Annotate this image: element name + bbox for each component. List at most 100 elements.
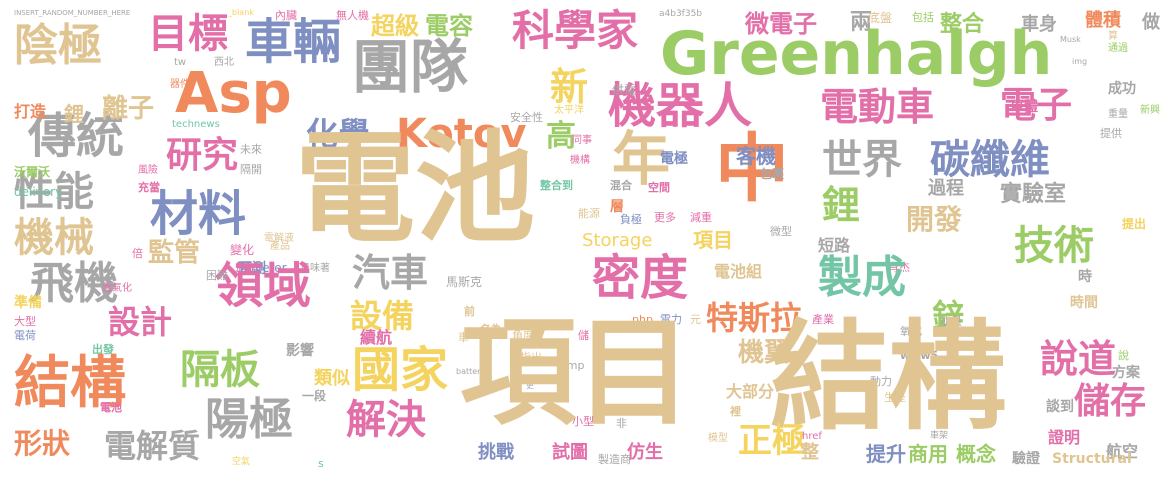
word: 體積 <box>1085 10 1121 31</box>
word: 電極 <box>660 151 688 167</box>
word: 減重 <box>690 211 712 224</box>
word: 密度 <box>592 250 689 306</box>
word: 電荷 <box>14 329 36 342</box>
word: 中 <box>715 126 789 212</box>
word: 團隊 <box>352 33 469 101</box>
word: 電氣化 <box>102 283 132 294</box>
word: 做 <box>1139 12 1160 30</box>
word: 機構 <box>570 155 590 166</box>
word: 提出 <box>1122 217 1147 231</box>
word: 機翼 <box>738 338 791 368</box>
word: 通過 <box>1108 43 1128 54</box>
word: 機械 <box>14 215 94 261</box>
word: 脂肪 <box>236 261 258 274</box>
word: 大型 <box>14 315 36 328</box>
word: 離子 <box>102 94 155 124</box>
word: 提供 <box>1100 127 1122 140</box>
word: technews <box>172 119 220 130</box>
word: 未來 <box>240 143 262 156</box>
word: 氧化 <box>900 325 922 338</box>
word: href <box>802 431 822 442</box>
word: 科學家 <box>512 6 639 55</box>
word: 能源 <box>578 207 600 220</box>
word: 整合到 <box>540 179 573 192</box>
word: Sorcerer <box>236 261 287 275</box>
word: 鋰 <box>822 183 861 227</box>
word: 困難 <box>206 269 228 282</box>
word: 電池組 <box>714 262 763 281</box>
word: 設備 <box>350 297 415 335</box>
word: 監管 <box>148 238 201 268</box>
word: 儲 <box>578 329 589 342</box>
word: 目標 <box>148 11 228 57</box>
word: 西北 <box>214 57 234 68</box>
word: 電池 <box>100 401 122 414</box>
word: 重量 <box>1108 109 1128 120</box>
word: 大部分 <box>726 382 775 401</box>
word: 電容 <box>425 12 473 40</box>
word: 同事 <box>572 135 592 146</box>
word: php <box>632 313 653 326</box>
word: 製成 <box>818 252 906 303</box>
word: 機器人 <box>608 78 753 134</box>
word: 驗證 <box>1012 451 1040 467</box>
word: 內臟 <box>275 9 297 22</box>
word: 意味著 <box>300 263 330 274</box>
word: 結構 <box>770 308 1007 446</box>
word: 鋅 <box>932 297 965 335</box>
word: 國家 <box>352 342 449 398</box>
word: 電解液 <box>264 233 294 244</box>
word: 電力 <box>660 313 682 326</box>
word: 更 <box>526 381 534 390</box>
word: 名為 <box>480 323 502 336</box>
word: _blank <box>228 8 254 17</box>
word: 客機 <box>736 144 776 168</box>
word: 超級 <box>371 12 419 40</box>
word: 安全性 <box>510 111 543 124</box>
word: Asp <box>175 61 292 126</box>
word: 隔開 <box>240 163 262 176</box>
word: 預測 <box>238 261 266 277</box>
word: 製造商 <box>598 453 631 466</box>
word: 更多 <box>654 211 676 224</box>
word: 商用 <box>908 442 948 466</box>
word: 器件 <box>170 79 190 90</box>
word: 包括 <box>912 11 934 24</box>
word: 結構 <box>14 351 126 416</box>
word: 挑戰 <box>478 442 514 463</box>
word: 模型 <box>708 433 728 444</box>
word: 化學 <box>306 115 371 153</box>
word: 準備 <box>14 295 42 311</box>
word: 包裹 <box>760 167 785 181</box>
word: 實驗室 <box>1000 182 1067 207</box>
word: 角度 <box>512 329 534 342</box>
word: 說 <box>1118 349 1129 362</box>
word: delivery <box>14 185 63 199</box>
word: 開發 <box>906 203 963 236</box>
word: 前 <box>464 305 475 318</box>
word: 能量 <box>940 315 962 328</box>
word: 車 <box>458 331 469 344</box>
word: 時 <box>1078 269 1092 285</box>
word: 動力 <box>870 375 892 388</box>
word: 材料 <box>150 186 247 242</box>
word: 過程 <box>928 178 964 199</box>
word: 充當 <box>138 181 160 194</box>
word: 一段 <box>302 389 327 403</box>
word: 整 <box>801 442 819 463</box>
word: 成功 <box>1108 81 1136 97</box>
word: 算 <box>1108 31 1118 42</box>
word: img <box>1072 57 1088 66</box>
word: 飛機 <box>30 258 118 309</box>
word: 打造 <box>14 102 47 121</box>
word: 正極 <box>738 421 806 461</box>
word: 底盤 <box>868 11 893 25</box>
word: 項目 <box>693 228 733 252</box>
word: 太平洋 <box>554 105 584 116</box>
word: 肖杰 <box>888 261 910 274</box>
word: 新 <box>550 65 589 109</box>
word: 電解質 <box>104 427 201 465</box>
word: 特斯拉 <box>706 299 803 337</box>
word: 車架 <box>930 431 949 441</box>
